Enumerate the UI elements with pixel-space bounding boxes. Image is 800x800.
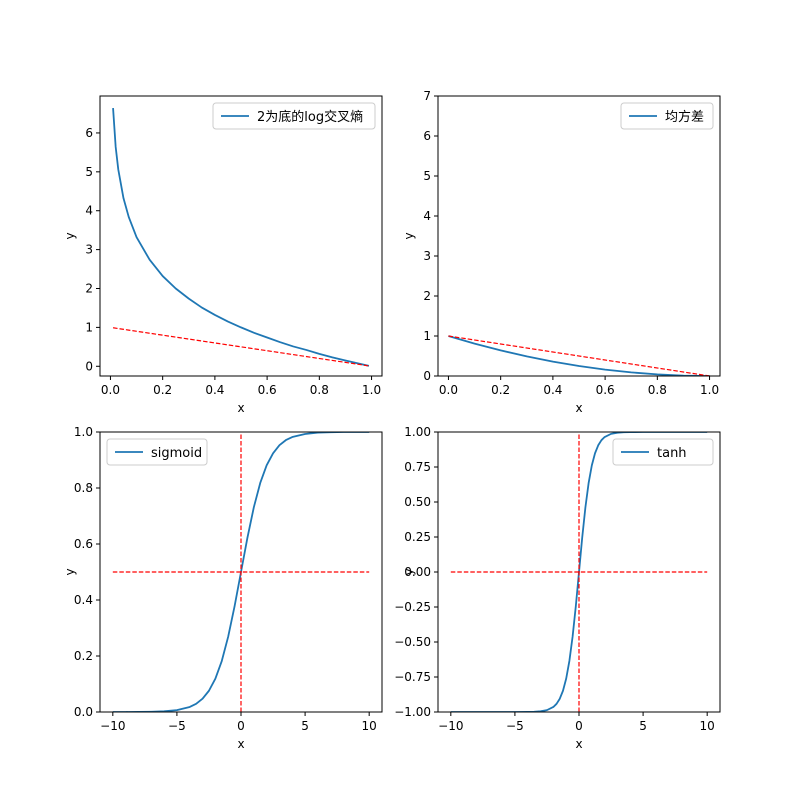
- chart-sigmoid: −10 −5 0 5 10 0.0 0.2 0.4 0.6 0.8 1.0 x y sigmoid: [63, 425, 383, 751]
- x-tick-label: 1.0: [700, 383, 719, 397]
- y-tick-label: −0.25: [394, 600, 431, 614]
- y-tick-label: 5: [85, 165, 93, 179]
- x-axis-label: x: [237, 737, 244, 751]
- y-tick-label: 0.2: [74, 649, 93, 663]
- x-tick-label: −5: [506, 719, 524, 733]
- reference-line-1: [448, 335, 710, 376]
- x-tick-label: 0.4: [205, 383, 224, 397]
- y-axis-label: y: [63, 568, 77, 575]
- y-tick-label: 3: [423, 249, 431, 263]
- x-tick-label: 0.8: [648, 383, 667, 397]
- y-tick-label: 0.4: [74, 593, 93, 607]
- x-tick-label: 5: [301, 719, 309, 733]
- legend-label: 2为底的log交叉熵: [257, 109, 363, 125]
- x-tick-label: 0.6: [258, 383, 277, 397]
- x-tick-label: 0.4: [543, 383, 562, 397]
- x-tick-label: 0.6: [596, 383, 615, 397]
- y-tick-label: 1.00: [404, 425, 431, 439]
- legend-label: tanh: [657, 446, 687, 461]
- legend: 2为底的log交叉熵: [212, 102, 376, 130]
- y-tick-label: 0.75: [404, 460, 431, 474]
- x-tick-label: 0.2: [491, 383, 510, 397]
- y-tick-label: 2: [85, 282, 93, 296]
- legend: 均方差: [620, 102, 714, 130]
- y-axis-label: y: [402, 568, 416, 575]
- x-tick-label: 10: [700, 719, 715, 733]
- y-axis-label: y: [63, 232, 77, 239]
- chart-log-cross-entropy: 0.0 0.2 0.4 0.6 0.8 1.0 0 1 2 3 4 5 6 x y 2为底的log交叉熵: [63, 95, 383, 415]
- x-tick-label: 5: [639, 719, 647, 733]
- x-axis-label: x: [237, 401, 244, 415]
- y-tick-label: 6: [423, 129, 431, 143]
- y-tick-label: 4: [85, 204, 93, 218]
- y-tick-label: 5: [423, 169, 431, 183]
- legend-frame: [212, 102, 376, 130]
- x-tick-label: −5: [168, 719, 186, 733]
- x-tick-label: 1.0: [362, 383, 381, 397]
- y-tick-label: 3: [85, 243, 93, 257]
- x-tick-label: −10: [438, 719, 463, 733]
- legend-label: sigmoid: [151, 446, 202, 461]
- chart-mean-squared-error: 0.0 0.2 0.4 0.6 0.8 1.0 0 1 2 3 4 5 6 7 x y 均方差: [402, 89, 721, 415]
- y-axis-label: y: [402, 232, 416, 239]
- legend-frame: [620, 102, 714, 130]
- y-tick-label: 0.6: [74, 537, 93, 551]
- legend-frame: [106, 438, 208, 466]
- y-tick-label: 0: [85, 359, 93, 373]
- y-tick-label: 0.00: [404, 565, 431, 579]
- x-axis-label: x: [575, 737, 582, 751]
- y-tick-label: 0.50: [404, 495, 431, 509]
- x-tick-label: 0.2: [153, 383, 172, 397]
- legend: tanh: [612, 438, 714, 466]
- x-tick-label: 0: [575, 719, 583, 733]
- x-tick-label: 0: [237, 719, 245, 733]
- y-tick-label: 6: [85, 126, 93, 140]
- x-tick-label: 10: [362, 719, 377, 733]
- legend-label: 均方差: [665, 109, 704, 125]
- y-tick-label: 1: [85, 320, 93, 334]
- y-tick-label: 2: [423, 289, 431, 303]
- y-tick-label: 0.0: [74, 705, 93, 719]
- legend-frame: [612, 438, 714, 466]
- y-tick-label: 1: [423, 329, 431, 343]
- x-tick-label: 0.8: [310, 383, 329, 397]
- y-tick-label: −0.50: [394, 635, 431, 649]
- y-tick-label: 0.8: [74, 481, 93, 495]
- y-tick-label: −0.75: [394, 670, 431, 684]
- axes-frame: [99, 95, 383, 377]
- y-tick-label: 0.25: [404, 530, 431, 544]
- y-tick-label: 4: [423, 209, 431, 223]
- x-tick-label: −10: [100, 719, 125, 733]
- y-tick-label: −1.00: [394, 705, 431, 719]
- series-line-0: [112, 107, 370, 367]
- y-tick-label: 7: [423, 89, 431, 103]
- x-tick-label: 0.0: [101, 383, 120, 397]
- reference-line-1: [112, 327, 370, 367]
- y-tick-label: 1.0: [74, 425, 93, 439]
- chart-tanh: −10 −5 0 5 10 −1.00 −0.75 −0.50 −0.25 0.00 0.25 0.5…: [394, 425, 721, 751]
- legend: sigmoid: [106, 438, 208, 466]
- axes-frame: [437, 95, 721, 377]
- y-tick-label: 0: [423, 369, 431, 383]
- x-tick-label: 0.0: [439, 383, 458, 397]
- series-line-0: [448, 335, 710, 376]
- x-axis-label: x: [575, 401, 582, 415]
